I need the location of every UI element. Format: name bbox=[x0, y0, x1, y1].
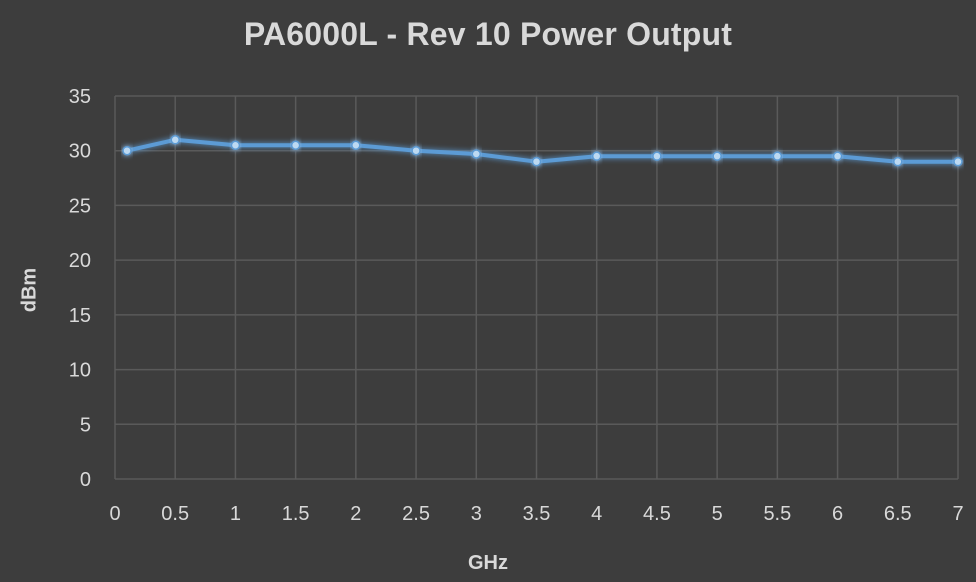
x-tick-label: 5 bbox=[712, 503, 723, 525]
x-tick-label: 7 bbox=[952, 503, 963, 525]
data-point bbox=[170, 135, 180, 145]
data-point bbox=[411, 145, 421, 156]
grid-layer bbox=[114, 95, 959, 480]
y-tick-label: 30 bbox=[69, 141, 91, 163]
data-point bbox=[471, 149, 482, 159]
data-point bbox=[712, 151, 722, 161]
x-tick-label: 6 bbox=[832, 503, 843, 525]
x-tick-label: 6.5 bbox=[884, 503, 912, 525]
x-tick-label: 5.5 bbox=[763, 503, 791, 525]
data-point bbox=[893, 156, 903, 167]
y-tick-label: 0 bbox=[80, 469, 91, 491]
data-point bbox=[832, 151, 843, 161]
data-point bbox=[652, 151, 662, 161]
data-point bbox=[290, 140, 301, 150]
x-tick-label: 4.5 bbox=[643, 503, 671, 525]
data-point bbox=[230, 140, 241, 150]
x-tick-label: 3 bbox=[471, 503, 482, 525]
data-point bbox=[122, 145, 132, 156]
x-tick-label: 2.5 bbox=[402, 503, 430, 525]
y-tick-label: 5 bbox=[80, 414, 91, 436]
data-point bbox=[953, 156, 963, 167]
y-tick-label: 15 bbox=[69, 305, 91, 327]
y-tick-label: 25 bbox=[69, 195, 91, 217]
x-tick-label: 0.5 bbox=[161, 503, 189, 525]
data-point bbox=[531, 156, 542, 167]
x-tick-label: 1.5 bbox=[282, 503, 310, 525]
x-tick-label: 2 bbox=[350, 503, 361, 525]
data-point bbox=[772, 151, 783, 161]
tick-layer: 0 5 10 15 20 25 30 35 0 0.5 1 1.5 2 2.5 3 3.5 4 4.5 5 5.5 6 6… bbox=[69, 86, 964, 525]
x-tick-label: 1 bbox=[230, 503, 241, 525]
y-tick-label: 10 bbox=[69, 360, 91, 382]
data-point bbox=[351, 140, 361, 150]
chart-title: PA6000L - Rev 10 Power Output bbox=[243, 16, 733, 52]
x-tick-label: 0 bbox=[109, 503, 120, 525]
x-axis-label: GHz bbox=[468, 552, 508, 574]
x-tick-label: 3.5 bbox=[523, 503, 551, 525]
data-point bbox=[591, 151, 602, 161]
x-tick-label: 4 bbox=[591, 503, 602, 525]
series-layer bbox=[122, 135, 963, 167]
y-tick-label: 20 bbox=[69, 250, 91, 272]
y-tick-label: 35 bbox=[69, 86, 91, 108]
